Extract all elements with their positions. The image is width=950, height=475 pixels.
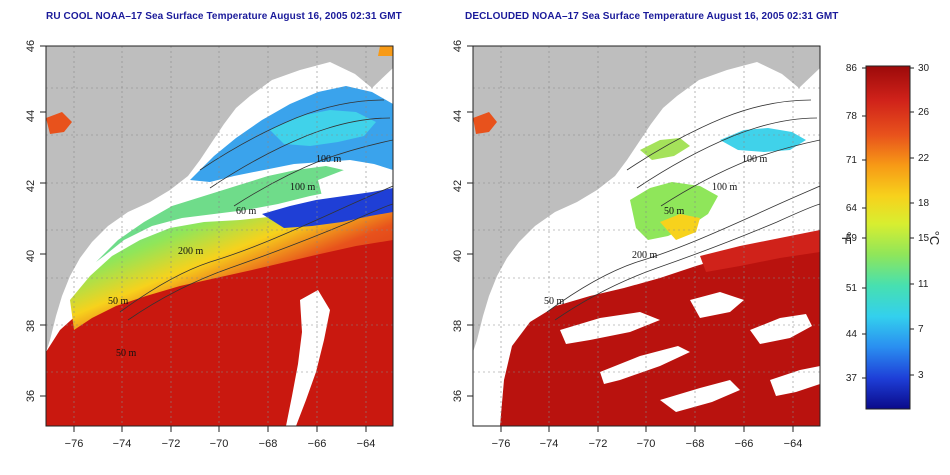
fahrenheit-tick: 78 — [846, 111, 858, 122]
y-tick-label: 44 — [25, 110, 37, 122]
y-tick-label: 36 — [25, 390, 37, 402]
left-sst-transition — [70, 198, 393, 330]
left-isobaths — [119, 99, 393, 321]
y-tick-label: 36 — [452, 390, 464, 402]
right-panel-title: DECLOUDED NOAA–17 Sea Surface Temperatur… — [465, 11, 839, 22]
fahrenheit-tick: 71 — [846, 155, 858, 166]
right-isobaths — [546, 99, 820, 321]
fahrenheit-unit-label: °F — [839, 231, 854, 244]
right-land — [473, 46, 820, 352]
left-isobath-label: 50 m — [108, 296, 129, 307]
right-sst-yellow — [660, 214, 700, 240]
y-tick-label: 46 — [25, 40, 37, 52]
x-tick-label: −68 — [259, 438, 278, 450]
right-isobath-label: 50 m — [544, 296, 565, 307]
left-cloud-patch — [318, 168, 393, 196]
x-tick-label: −70 — [210, 438, 229, 450]
right-isobath-label: 100 m — [712, 182, 738, 193]
x-tick-label: −74 — [540, 438, 559, 450]
left-isobath-label: 60 m — [236, 206, 257, 217]
right-sst-green-n — [640, 138, 690, 160]
celsius-tick: 15 — [918, 233, 930, 244]
left-sst-patch-ne — [46, 112, 72, 134]
left-panel-title: RU COOL NOAA–17 Sea Surface Temperature … — [46, 11, 402, 22]
right-cloud-holes — [560, 292, 820, 412]
celsius-tick: 30 — [918, 63, 930, 74]
left-x-axis: −76 −74 −72 −70 −68 −66 −64 — [65, 426, 376, 450]
x-tick-label: −76 — [492, 438, 511, 450]
celsius-tick: 11 — [918, 279, 929, 290]
right-sst-patch-ne — [473, 112, 497, 134]
y-tick-label: 44 — [452, 110, 464, 122]
right-map-panel: 100 m 100 m 50 m 200 m 50 m 46 44 42 40 … — [452, 40, 821, 450]
celsius-unit-label: °C — [927, 231, 942, 246]
x-tick-label: −64 — [784, 438, 803, 450]
celsius-tick: 18 — [918, 198, 930, 209]
right-graticule — [473, 46, 820, 426]
left-isobath-label: 100 m — [290, 182, 316, 193]
x-tick-label: −68 — [686, 438, 705, 450]
left-sst-cold — [262, 188, 393, 228]
colorbar-gradient — [865, 65, 911, 410]
left-graticule — [46, 46, 393, 426]
right-isobath-label: 50 m — [664, 206, 685, 217]
celsius-tick: 22 — [918, 153, 930, 164]
y-tick-label: 42 — [25, 180, 37, 192]
x-tick-label: −66 — [735, 438, 754, 450]
y-tick-label: 38 — [25, 320, 37, 332]
x-tick-label: −72 — [589, 438, 608, 450]
right-isobath-label: 100 m — [742, 154, 768, 165]
left-isobath-label: 100 m — [316, 154, 342, 165]
fahrenheit-tick: 59 — [846, 233, 858, 244]
left-cloud-coast — [286, 290, 330, 426]
left-isobath-label: 50 m — [116, 348, 137, 359]
right-x-axis: −76 −74 −72 −70 −68 −66 −64 — [492, 426, 803, 450]
colorbar: 86 78 71 64 59 51 44 37 30 26 22 18 15 1… — [839, 63, 942, 410]
fahrenheit-tick: 37 — [846, 373, 858, 384]
fahrenheit-tick: 44 — [846, 329, 858, 340]
x-tick-label: −74 — [113, 438, 132, 450]
left-land — [46, 46, 393, 352]
fahrenheit-tick: 86 — [846, 63, 858, 74]
right-sst-redband — [700, 230, 820, 272]
y-tick-label: 46 — [452, 40, 464, 52]
celsius-tick: 26 — [918, 107, 930, 118]
y-tick-label: 42 — [452, 180, 464, 192]
x-tick-label: −66 — [308, 438, 327, 450]
right-y-axis: 46 44 42 40 38 36 — [452, 40, 473, 402]
y-tick-label: 40 — [452, 250, 464, 262]
left-sst-cyan — [270, 110, 376, 146]
right-sst-green — [630, 182, 718, 240]
left-sst-patch-n — [378, 46, 393, 56]
y-tick-label: 38 — [452, 320, 464, 332]
x-tick-label: −76 — [65, 438, 84, 450]
fahrenheit-tick: 51 — [846, 283, 858, 294]
celsius-tick: 7 — [918, 324, 924, 335]
left-sst-green — [96, 166, 352, 262]
left-isobath-label: 200 m — [178, 246, 204, 257]
x-tick-label: −64 — [357, 438, 376, 450]
y-tick-label: 40 — [25, 250, 37, 262]
left-map-panel: 100 m 100 m 60 m 200 m 50 m 50 m 46 44 4… — [25, 40, 394, 450]
x-tick-label: −72 — [162, 438, 181, 450]
left-y-axis: 46 44 42 40 38 36 — [25, 40, 46, 402]
x-tick-label: −70 — [637, 438, 656, 450]
celsius-tick: 3 — [918, 370, 924, 381]
fahrenheit-tick: 64 — [846, 203, 858, 214]
right-sst-cyan — [720, 128, 806, 152]
right-sst-warm — [500, 230, 820, 426]
right-isobath-label: 200 m — [632, 250, 658, 261]
